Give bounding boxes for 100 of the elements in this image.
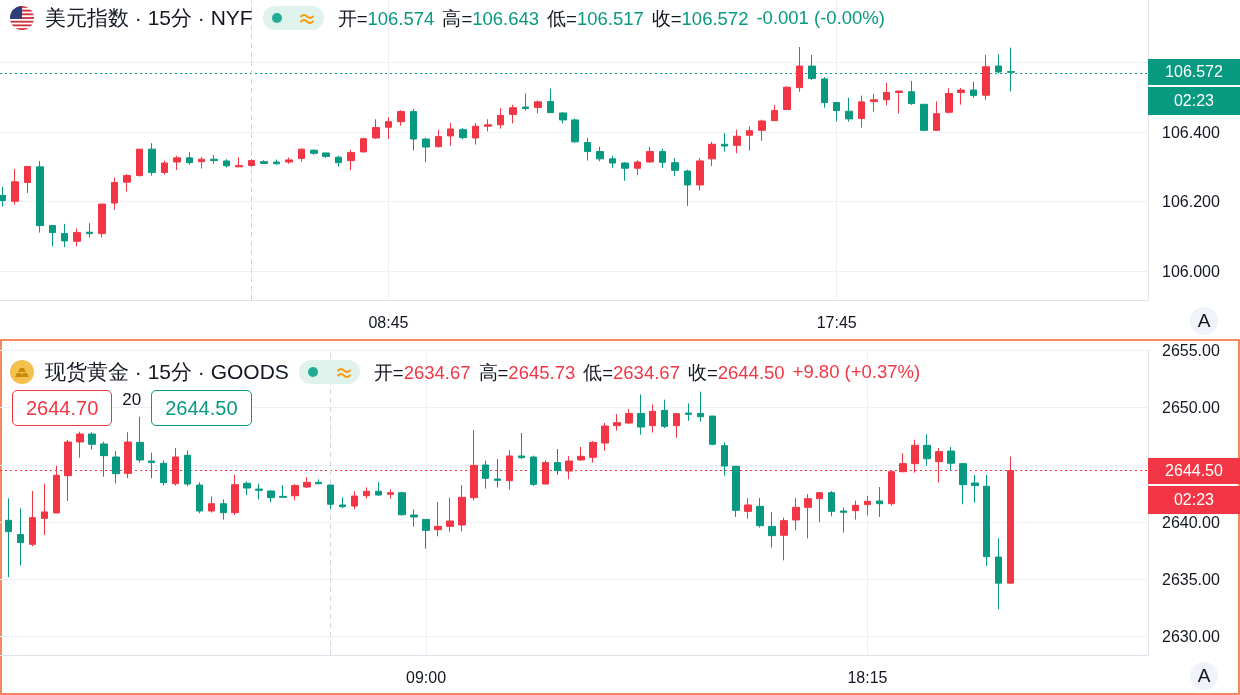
candlestick (858, 95, 865, 129)
candlestick (458, 484, 466, 532)
candlestick (522, 93, 529, 112)
candlestick (5, 497, 12, 578)
x-tick-label: 17:45 (816, 313, 857, 331)
candlestick (49, 224, 56, 247)
candlestick (360, 137, 367, 153)
candlestick (559, 111, 567, 124)
candlestick (783, 85, 791, 110)
candlestick (64, 439, 72, 502)
candlestick (161, 160, 168, 176)
candlestick (335, 155, 342, 168)
candlestick (883, 82, 890, 106)
candlestick (613, 413, 621, 432)
candlestick (322, 152, 330, 159)
annotation: 高=106.643 (442, 7, 540, 29)
candlestick (673, 413, 680, 439)
candlestick (634, 159, 641, 176)
candlestick (721, 441, 728, 477)
candlestick (659, 148, 666, 169)
candlestick (260, 159, 268, 165)
candlestick (148, 142, 156, 177)
candlestick (422, 518, 430, 550)
x-tick-label: 18:15 (847, 668, 888, 686)
candlestick (111, 177, 118, 211)
candlestick (61, 223, 68, 248)
candlestick (410, 508, 418, 528)
scale-button: A (1190, 307, 1218, 335)
candlestick (422, 137, 430, 163)
candlestick (959, 462, 967, 505)
ref-line-label: 2644.50 (1148, 457, 1240, 484)
candlestick (298, 147, 305, 163)
candlestick (923, 433, 931, 467)
candlestick (310, 148, 318, 156)
candlestick (470, 429, 478, 502)
candlestick (0, 186, 6, 207)
candlestick (733, 129, 741, 154)
candlestick (285, 156, 293, 165)
candlestick (220, 498, 227, 521)
candlestick (945, 87, 953, 114)
candlestick (756, 497, 764, 529)
annotation: 收=2644.50 (687, 361, 785, 383)
candlestick (833, 101, 840, 122)
candlestick (771, 104, 778, 122)
candlestick (210, 154, 218, 165)
y-tick-label: 106.200 (1162, 193, 1220, 211)
candlestick (732, 465, 740, 518)
candlestick (589, 440, 597, 464)
candlestick (235, 156, 243, 168)
candlestick (768, 511, 776, 549)
candlestick (198, 156, 205, 170)
x-tick-label: 08:45 (368, 313, 409, 331)
candlestick (908, 80, 915, 106)
y-tick-label: 106.400 (1162, 123, 1220, 141)
candlestick (497, 107, 504, 130)
candlestick (625, 408, 633, 425)
candlestick (184, 449, 191, 487)
candlestick (279, 484, 287, 498)
candlestick (621, 161, 629, 182)
candlestick (482, 460, 489, 490)
candlestick (472, 122, 479, 146)
candlestick (983, 474, 990, 567)
candlestick (840, 506, 847, 534)
candlestick (685, 402, 692, 422)
x-tick-label: 09:00 (406, 668, 447, 686)
candlestick (870, 93, 878, 113)
candlestick (123, 173, 131, 193)
candlestick (804, 493, 812, 539)
candlestick (609, 155, 616, 169)
annotation: 低=106.517 (547, 7, 644, 29)
candlestick (845, 97, 853, 123)
candlestick (223, 158, 230, 169)
candlestick (554, 448, 561, 476)
annotation: +9.80 (+0.37%) (792, 361, 921, 382)
y-tick-label: 2630.00 (1162, 628, 1220, 646)
candlestick (160, 459, 167, 487)
candlestick (697, 391, 704, 423)
candlestick (982, 54, 990, 101)
candlestick (29, 490, 36, 547)
candlestick (746, 126, 753, 152)
candlestick (372, 118, 380, 140)
candlestick (363, 486, 370, 500)
candlestick (339, 496, 346, 509)
candlestick (565, 455, 573, 480)
candlestick (136, 416, 144, 464)
candlestick (821, 76, 828, 109)
candlestick (327, 484, 334, 510)
candlestick (758, 119, 766, 142)
candlestick (17, 507, 24, 567)
candlestick (696, 157, 704, 191)
candlestick (76, 431, 84, 459)
candlestick (186, 151, 193, 166)
candlestick (721, 132, 728, 153)
candlestick (601, 422, 609, 452)
candlestick (315, 478, 322, 485)
candlestick (446, 497, 454, 533)
candlestick (661, 399, 668, 429)
candlestick (11, 168, 19, 206)
candlestick (434, 501, 442, 537)
candlestick (98, 203, 106, 238)
